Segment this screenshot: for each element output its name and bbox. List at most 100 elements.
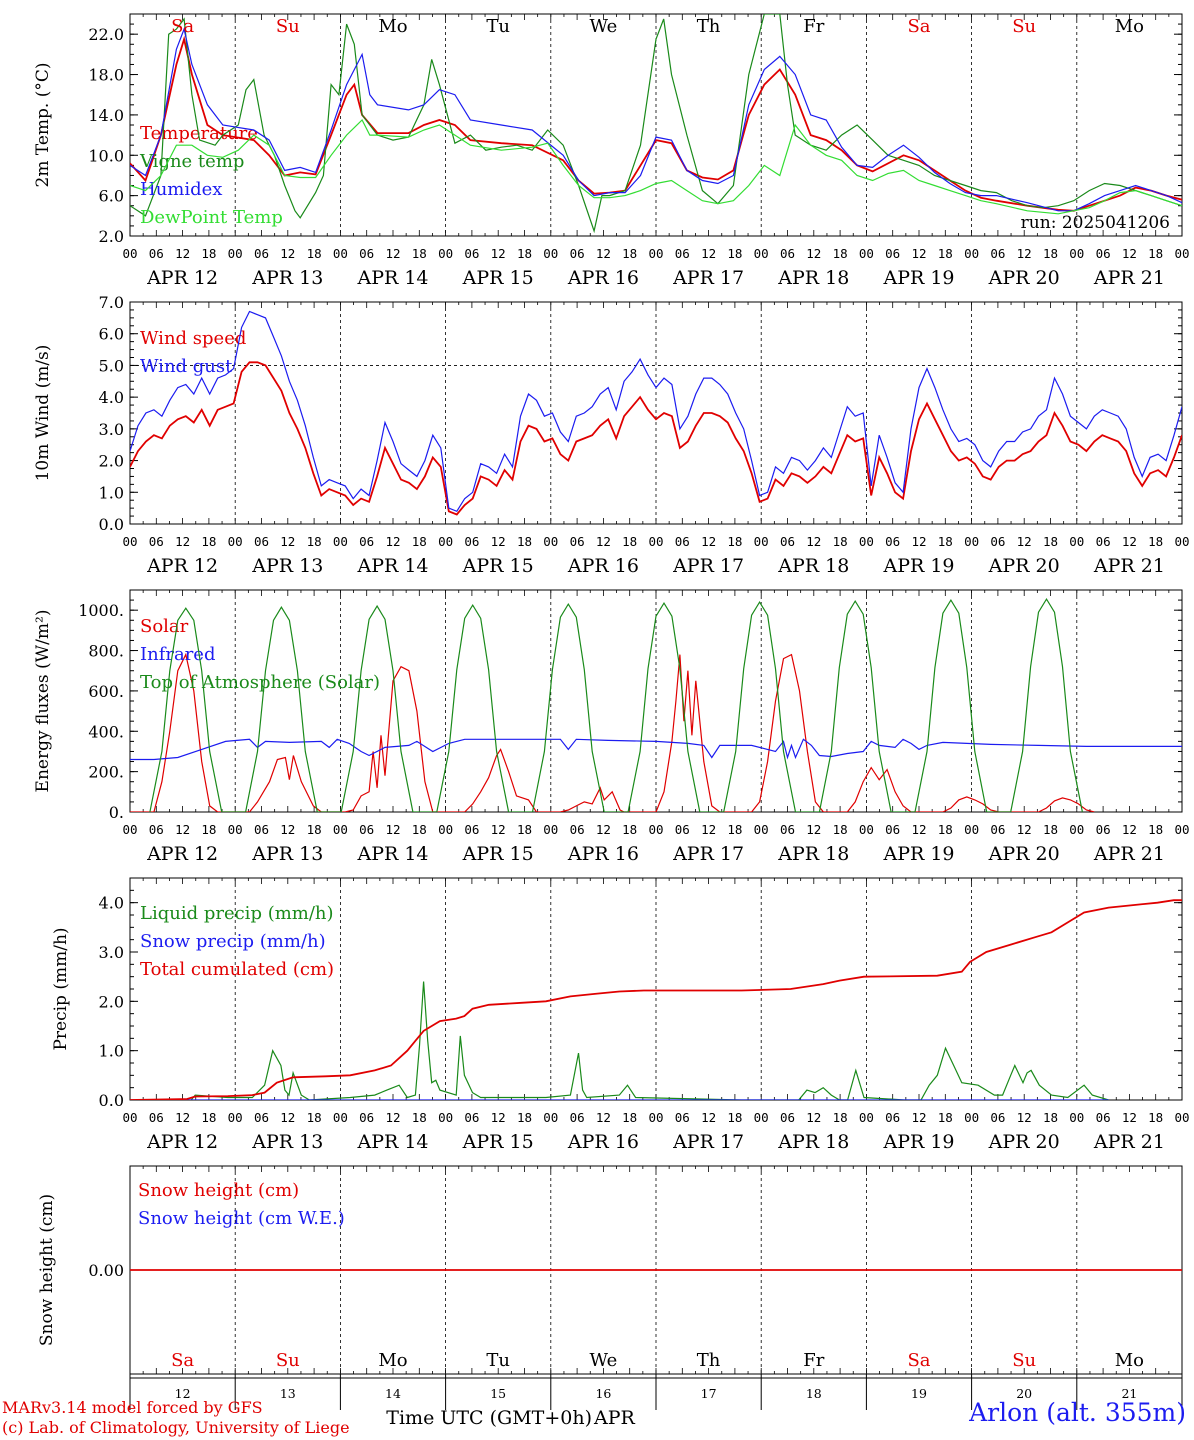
weekday-label: Su (1012, 16, 1036, 37)
date-label: APR 17 (672, 1131, 744, 1153)
weekday-label: Th (697, 1350, 721, 1371)
hour-label: 00 (648, 246, 663, 261)
hour-label: 18 (833, 246, 848, 261)
hour-label: 18 (938, 1110, 953, 1125)
date-label: APR 15 (462, 267, 534, 289)
date-label: APR 13 (251, 1131, 323, 1153)
hour-label: 00 (964, 246, 979, 261)
legend-entry: Snow precip (mm/h) (140, 931, 326, 952)
hour-label: 18 (622, 534, 637, 549)
hour-label: 12 (701, 246, 716, 261)
hour-label: 06 (464, 534, 479, 549)
weekday-label: Mo (378, 1350, 407, 1371)
hour-label: 12 (385, 534, 400, 549)
hour-label: 06 (570, 822, 585, 837)
y-tick-label: 1.0 (99, 1042, 124, 1061)
weekday-label: Fr (803, 16, 824, 37)
legend-entry: Snow height (cm) (138, 1180, 299, 1201)
legend-entry: Snow height (cm W.E.) (138, 1208, 345, 1229)
hour-label: 00 (228, 822, 243, 837)
y-tick-label: 2.0 (99, 452, 124, 471)
weekday-label: Sa (907, 1350, 930, 1371)
hour-label: 06 (149, 1110, 164, 1125)
hour-label: 12 (175, 822, 190, 837)
hour-label: 12 (596, 534, 611, 549)
hour-label: 00 (1174, 822, 1189, 837)
date-label: APR 17 (672, 267, 744, 289)
hour-label: 00 (438, 534, 453, 549)
date-label: APR 12 (146, 843, 218, 865)
date-label: APR 20 (988, 1131, 1060, 1153)
hour-label: 18 (517, 822, 532, 837)
hour-label: 12 (701, 534, 716, 549)
hour-label: 00 (859, 534, 874, 549)
hour-label: 12 (385, 246, 400, 261)
hour-label: 00 (1174, 1110, 1189, 1125)
y-axis-label: 10m Wind (m/s) (33, 345, 53, 482)
hour-label: 00 (964, 822, 979, 837)
hour-label: 12 (385, 822, 400, 837)
hour-label: 00 (754, 246, 769, 261)
weekday-label: Sa (171, 1350, 194, 1371)
hour-label: 06 (885, 534, 900, 549)
date-label: APR 19 (882, 267, 954, 289)
date-label: APR 15 (462, 1131, 534, 1153)
y-axis-label: Energy fluxes (W/m²) (33, 610, 53, 793)
station-title: Arlon (alt. 355m) (969, 1398, 1186, 1427)
hour-label: 06 (1096, 246, 1111, 261)
legend-entry: Infrared (140, 644, 215, 665)
series-line-wind-speed (130, 361, 1182, 516)
date-label: APR 21 (1093, 267, 1165, 289)
hour-label: 18 (938, 246, 953, 261)
y-axis-label: 2m Temp. (°C) (33, 62, 53, 187)
hour-label: 00 (1069, 1110, 1084, 1125)
hour-label: 06 (464, 1110, 479, 1125)
hour-label: 12 (1017, 246, 1032, 261)
y-tick-label: 1000. (78, 601, 124, 620)
hour-label: 06 (990, 822, 1005, 837)
y-tick-label: 2.0 (99, 227, 124, 246)
date-label: APR 12 (146, 267, 218, 289)
hour-label: 18 (1043, 822, 1058, 837)
hour-label: 12 (280, 822, 295, 837)
hour-label: 00 (859, 1110, 874, 1125)
day-number-label: 16 (595, 1386, 611, 1401)
hour-label: 18 (1148, 534, 1163, 549)
hour-label: 06 (885, 246, 900, 261)
hour-label: 00 (438, 1110, 453, 1125)
y-axis-label: Precip (mm/h) (51, 927, 71, 1050)
day-number-label: 20 (1016, 1386, 1032, 1401)
hour-label: 00 (543, 246, 558, 261)
date-label: APR 20 (988, 267, 1060, 289)
hour-label: 00 (122, 246, 137, 261)
hour-label: 18 (307, 246, 322, 261)
hour-label: 00 (228, 1110, 243, 1125)
y-tick-label: 200. (88, 763, 124, 782)
date-label: APR 21 (1093, 843, 1165, 865)
date-label: APR 13 (251, 267, 323, 289)
y-tick-label: 18.0 (88, 66, 124, 85)
series-line-temperature (130, 35, 1182, 212)
series-line-humidex (130, 27, 1182, 212)
hour-label: 12 (1122, 1110, 1137, 1125)
hour-label: 06 (254, 246, 269, 261)
hour-label: 00 (754, 1110, 769, 1125)
hour-label: 06 (675, 1110, 690, 1125)
hour-label: 06 (780, 534, 795, 549)
hour-label: 12 (701, 822, 716, 837)
weekday-label: Su (276, 16, 300, 37)
hour-label: 18 (727, 534, 742, 549)
hour-label: 12 (175, 1110, 190, 1125)
day-number-label: 15 (490, 1386, 506, 1401)
weekday-label: Mo (1115, 1350, 1144, 1371)
hour-label: 18 (307, 1110, 322, 1125)
hour-label: 00 (648, 822, 663, 837)
date-label: APR 16 (567, 267, 639, 289)
date-label: APR 17 (672, 555, 744, 577)
hour-label: 06 (570, 534, 585, 549)
hour-label: 06 (885, 822, 900, 837)
day-number-label: 14 (385, 1386, 401, 1401)
hour-label: 12 (911, 1110, 926, 1125)
y-tick-label: 4.0 (99, 388, 124, 407)
